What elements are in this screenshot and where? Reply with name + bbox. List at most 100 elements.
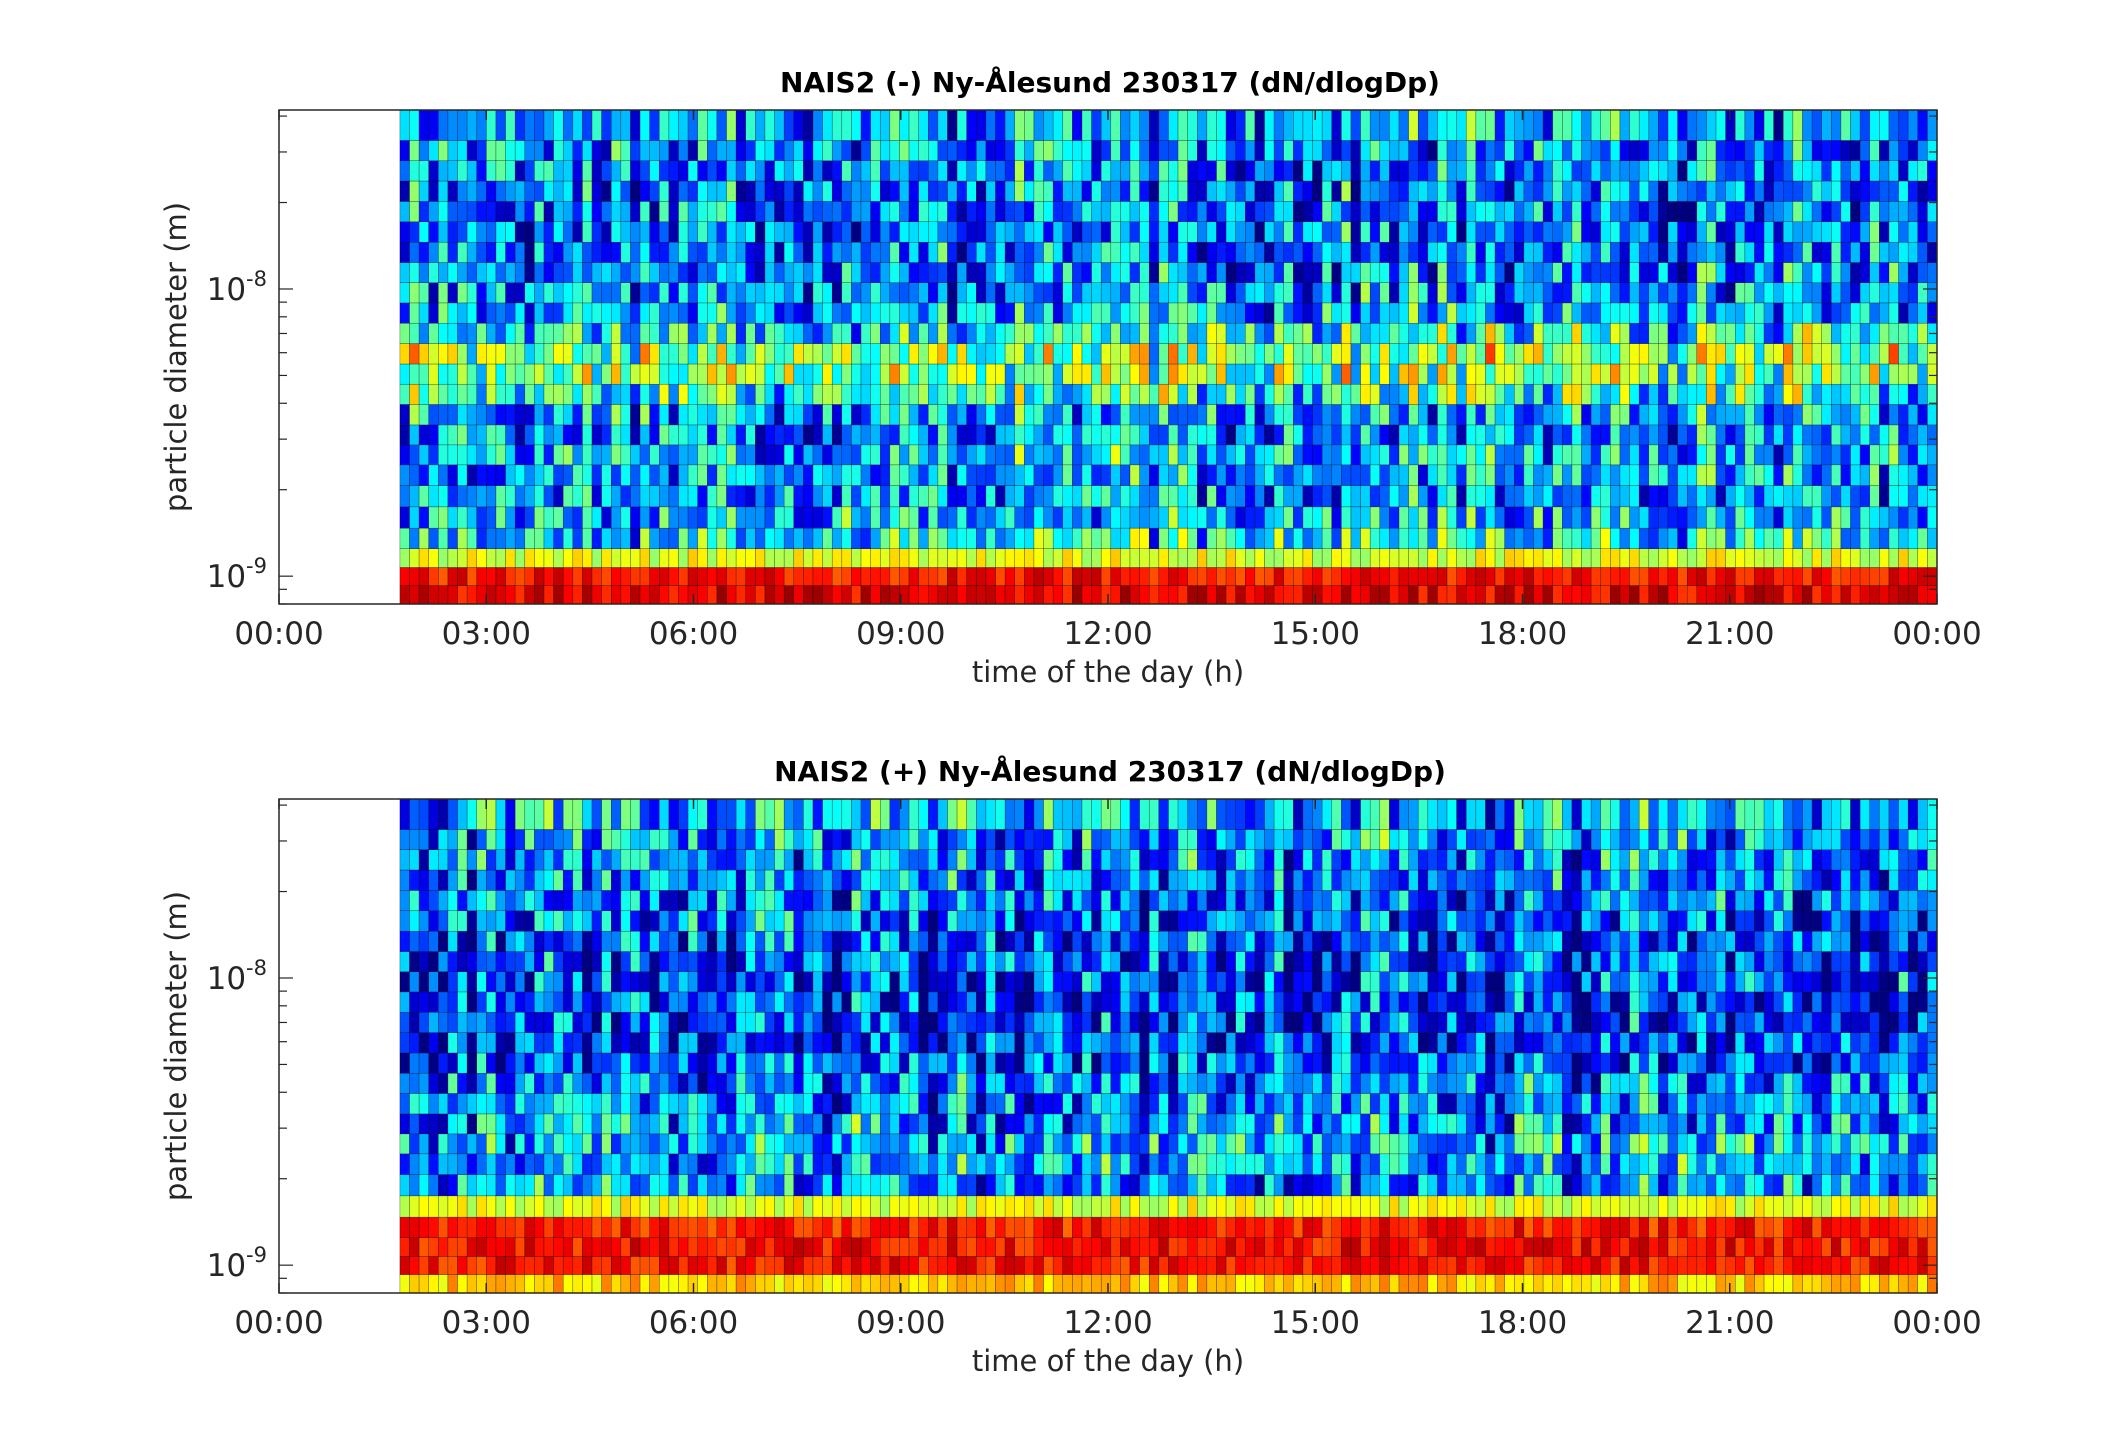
heatmap-cell (985, 383, 996, 405)
heatmap-cell (620, 1093, 631, 1115)
heatmap-cell (668, 585, 679, 605)
heatmap-cell (1850, 424, 1861, 446)
heatmap-cell (1504, 444, 1515, 466)
heatmap-cell (1658, 424, 1669, 446)
heatmap-cell (1658, 567, 1669, 586)
heatmap-cell (966, 485, 977, 508)
heatmap-cell (591, 910, 602, 932)
heatmap-cell (687, 424, 698, 446)
heatmap-cell (1350, 383, 1361, 405)
heatmap-cell (1129, 109, 1140, 141)
heatmap-cell (668, 1256, 679, 1275)
heatmap-cell (659, 829, 670, 850)
heatmap-cell (1581, 322, 1592, 344)
heatmap-cell (976, 585, 987, 605)
heatmap-cell (1610, 140, 1621, 161)
heatmap-cell (707, 404, 718, 426)
heatmap-cell (1696, 363, 1707, 385)
heatmap-cell (831, 1256, 843, 1275)
heatmap-cell (726, 890, 737, 912)
heatmap-cell (678, 869, 689, 891)
heatmap-cell (764, 1113, 775, 1135)
heatmap-cell (774, 485, 785, 508)
heatmap-cell (466, 930, 478, 952)
heatmap-cell (1302, 404, 1313, 426)
heatmap-cell (620, 485, 631, 508)
heatmap-cell (572, 343, 583, 365)
heatmap-cell (620, 464, 631, 486)
heatmap-cell (659, 1195, 670, 1218)
heatmap-cell (803, 1093, 814, 1115)
heatmap-cell (1696, 109, 1707, 141)
heatmap-cell (428, 548, 439, 568)
heatmap-cell (822, 1052, 833, 1074)
heatmap-cell (553, 322, 564, 344)
heatmap-cell (1552, 424, 1563, 446)
heatmap-cell (764, 221, 775, 243)
heatmap-cell (1562, 322, 1573, 344)
heatmap-cell (937, 221, 948, 243)
heatmap-cell (726, 262, 737, 283)
heatmap-cell (889, 383, 900, 405)
heatmap-cell (1811, 282, 1822, 304)
heatmap-cell (514, 1093, 526, 1115)
heatmap-cell (1754, 322, 1765, 344)
heatmap-cell (1129, 343, 1140, 365)
heatmap-cell (889, 201, 900, 223)
heatmap-cell (1523, 109, 1534, 141)
heatmap-cell (1062, 464, 1073, 486)
heatmap-cell (1783, 282, 1794, 304)
heatmap-cell (1888, 506, 1899, 529)
heatmap-cell (956, 383, 967, 405)
heatmap-cell (649, 485, 660, 508)
heatmap-cell (495, 585, 506, 605)
heatmap-cell (1917, 444, 1928, 466)
heatmap-cell (514, 951, 526, 972)
heatmap-cell (1850, 262, 1861, 283)
heatmap-cell (812, 302, 823, 324)
heatmap-cell (783, 798, 795, 830)
heatmap-cell (457, 869, 468, 891)
heatmap-cell (1898, 322, 1909, 344)
heatmap-cell (1158, 548, 1169, 568)
heatmap-cell (764, 363, 775, 385)
heatmap-cell (995, 109, 1006, 141)
heatmap-cell (1763, 343, 1774, 365)
heatmap-cell (947, 241, 958, 263)
heatmap-cell (639, 951, 650, 972)
heatmap-cell (553, 829, 564, 850)
heatmap-cell (1629, 180, 1640, 202)
heatmap-cell (726, 1216, 737, 1238)
heatmap-cell (620, 930, 631, 952)
heatmap-cell (486, 1072, 497, 1094)
heatmap-cell (716, 1052, 727, 1074)
heatmap-cell (476, 262, 487, 283)
heatmap-cell (678, 282, 689, 304)
heatmap-cell (860, 201, 871, 223)
heatmap-cell (447, 302, 458, 324)
heatmap-cell (1312, 404, 1323, 426)
heatmap-cell (639, 527, 650, 549)
heatmap-cell (399, 527, 410, 549)
heatmap-cell (822, 869, 833, 891)
heatmap-cell (1590, 322, 1602, 344)
heatmap-cell (1168, 180, 1179, 202)
heatmap-cell (1581, 140, 1592, 161)
heatmap-cell (697, 869, 708, 891)
heatmap-cell (1081, 404, 1092, 426)
heatmap-cell (447, 1216, 458, 1238)
heatmap-cell (1831, 302, 1842, 324)
heatmap-cell (1264, 404, 1275, 426)
heatmap-cell (1504, 140, 1515, 161)
heatmap-cell (611, 951, 622, 972)
heatmap-cell (918, 322, 929, 344)
heatmap-cell (1571, 485, 1582, 508)
heatmap-cell (1831, 140, 1842, 161)
heatmap-cell (659, 991, 670, 1013)
heatmap-cell (735, 1113, 747, 1135)
heatmap-cell (1629, 567, 1640, 586)
heatmap-cell (851, 424, 862, 446)
heatmap-cell (735, 1093, 747, 1115)
heatmap-cell (1533, 485, 1544, 508)
heatmap-cell (1811, 527, 1822, 549)
